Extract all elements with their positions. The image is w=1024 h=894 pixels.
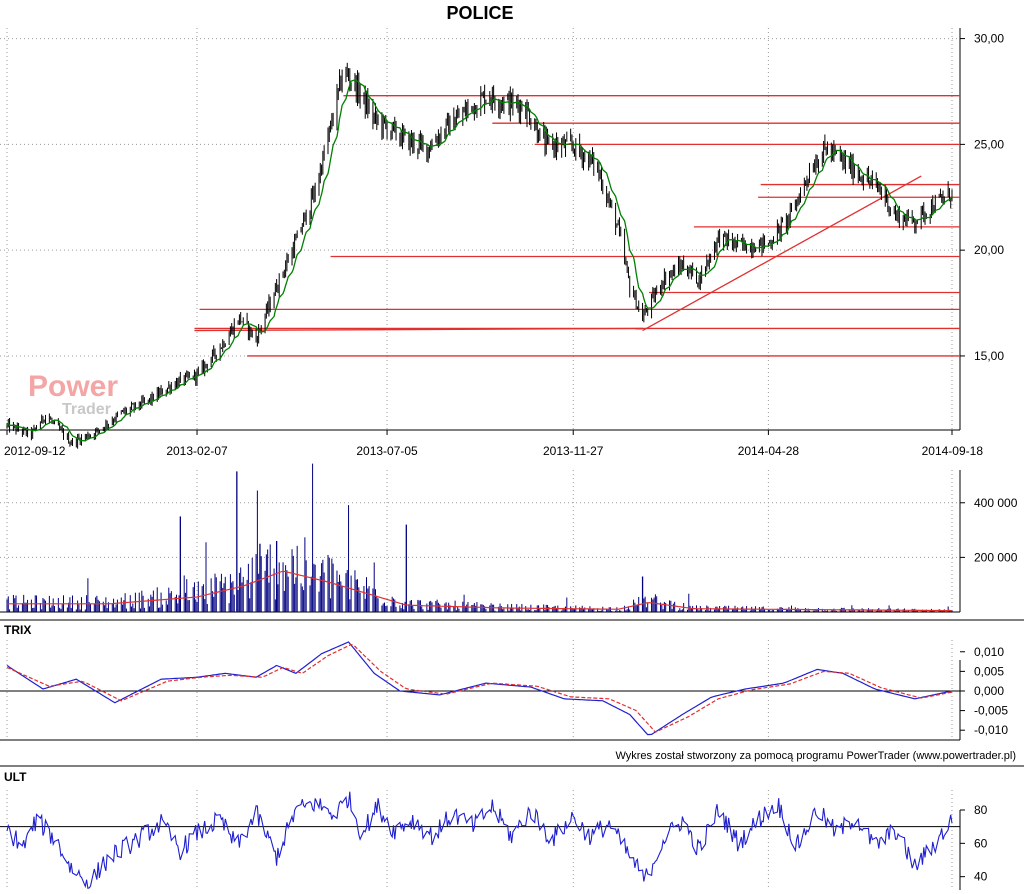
trix-tick-label: 0,005 <box>974 664 1004 678</box>
price-moving-average <box>6 79 953 442</box>
ult-panel-title: ULT <box>4 770 27 784</box>
ult-tick-label: 80 <box>974 803 988 817</box>
trix-tick-label: 0,000 <box>974 684 1004 698</box>
price-y-tick-label: 30,00 <box>974 32 1004 46</box>
trix-line <box>6 641 953 736</box>
trix-panel-title: TRIX <box>4 623 31 637</box>
volume-tick-label: 200 000 <box>974 550 1018 564</box>
ult-tick-label: 60 <box>974 836 988 850</box>
trendline <box>642 175 922 332</box>
ult-tick-label: 40 <box>974 870 988 884</box>
volume-panel: 200 000 400 000 <box>0 463 1018 613</box>
volume-moving-average <box>7 570 952 612</box>
credit-text: Wykres został stworzony za pomocą progra… <box>615 750 1016 762</box>
price-x-tick-label: 2013-07-05 <box>356 444 418 458</box>
chart-title: POLICE <box>446 3 513 23</box>
watermark-logo-sub: Trader <box>62 401 111 418</box>
trendline <box>194 327 643 332</box>
price-x-tick-label: 2013-02-07 <box>166 444 228 458</box>
trix-tick-label: -0,005 <box>974 704 1008 718</box>
price-y-tick-label: 20,00 <box>974 243 1004 257</box>
ult-line <box>6 791 953 890</box>
trix-panel: TRIX 0,010 0,005 0,000 -0,005 -0,010 <box>0 619 1024 741</box>
price-x-tick-label: 2014-04-28 <box>738 444 800 458</box>
ult-panel: ULT 40 60 80 <box>0 765 1024 890</box>
watermark-logo: Power <box>28 370 118 403</box>
price-x-tick-label: 2014-09-18 <box>922 444 984 458</box>
price-x-tick-label: 2013-11-27 <box>543 444 604 458</box>
price-panel: 15,00 20,00 25,00 30,00 2012-09-12 2013-02-07… <box>0 28 1004 458</box>
trix-tick-label: 0,010 <box>974 645 1004 659</box>
price-y-tick-label: 25,00 <box>974 137 1004 151</box>
trix-signal-line <box>6 643 953 733</box>
trix-tick-label: -0,010 <box>974 723 1008 737</box>
price-x-tick-label: 2012-09-12 <box>4 444 66 458</box>
volume-tick-label: 400 000 <box>974 496 1018 510</box>
price-y-tick-label: 15,00 <box>974 349 1004 363</box>
